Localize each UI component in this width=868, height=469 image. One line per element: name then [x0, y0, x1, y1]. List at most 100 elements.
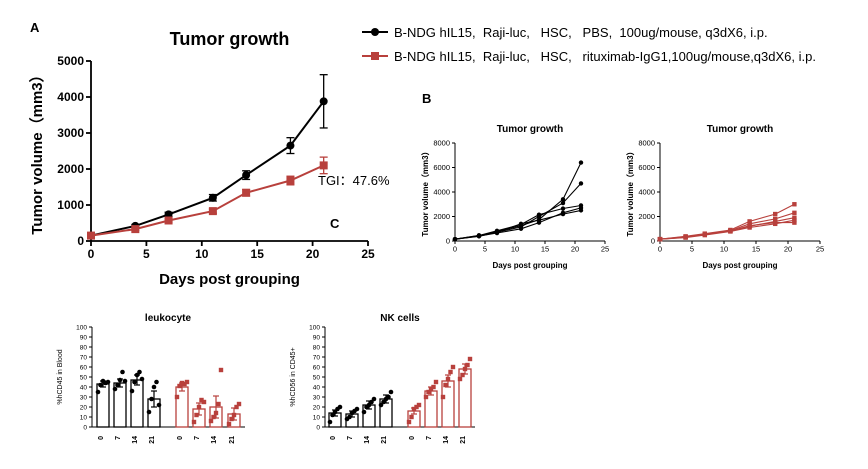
data-point	[773, 216, 778, 222]
data-point	[218, 367, 224, 373]
data-point	[792, 202, 797, 207]
legend-label-pbs: B-NDG hIL15, Raji-luc, HSC, PBS, 100ug/m…	[394, 25, 768, 40]
y-tick-label: 60	[313, 365, 321, 372]
chart-title: Tumor growth	[707, 124, 773, 135]
data-point	[213, 410, 219, 416]
data-point	[773, 211, 778, 217]
y-axis-label: Tumor volume（mm3）	[28, 67, 46, 234]
x-tick-label: 20	[306, 247, 320, 261]
y-tick-label: 90	[80, 335, 88, 342]
data-point	[132, 379, 137, 385]
data-point	[518, 221, 524, 227]
y-tick-label: 10	[80, 415, 88, 422]
data-point	[431, 384, 436, 390]
data-point	[139, 376, 145, 382]
data-point	[216, 401, 221, 407]
data-point	[494, 230, 500, 235]
y-tick-label: 5000	[57, 54, 84, 68]
y-tick-label: 0	[316, 425, 320, 432]
chart-title: Tumor growth	[170, 29, 290, 49]
data-point	[117, 377, 123, 383]
y-axis-label: %hCD45 in Blood	[57, 349, 64, 404]
data-point	[560, 197, 566, 202]
x-tick-label: 0	[330, 436, 337, 440]
y-tick-label: 10	[313, 415, 321, 422]
x-tick-label: 15	[541, 245, 549, 254]
data-point	[560, 211, 566, 217]
data-point	[423, 394, 429, 400]
data-point	[792, 220, 797, 225]
data-point	[361, 409, 367, 415]
data-point	[465, 362, 470, 368]
data-point	[747, 223, 752, 228]
y-tick-label: 2000	[433, 212, 450, 221]
x-tick-label: 14	[364, 436, 371, 444]
y-tick-label: 40	[313, 385, 321, 392]
data-point	[95, 389, 101, 395]
data-point	[236, 401, 242, 407]
y-tick-label: 70	[313, 355, 321, 362]
x-tick-label: 10	[511, 245, 519, 254]
tgi-annotation: TGI：47.6%	[318, 173, 390, 188]
data-point	[337, 404, 343, 410]
y-axis-label: %hCD56 in CD45+	[290, 347, 297, 406]
data-point	[409, 414, 414, 420]
series-line	[90, 100, 325, 237]
x-tick-label: 21	[381, 436, 388, 444]
x-tick-label: 7	[194, 436, 201, 440]
data-point	[208, 193, 217, 202]
data-point	[560, 200, 566, 206]
x-tick-label: 20	[784, 245, 792, 254]
x-tick-label: 10	[195, 247, 209, 261]
x-tick-label: 14	[132, 436, 139, 444]
bar	[175, 386, 189, 428]
data-point	[112, 386, 118, 392]
data-point	[792, 217, 797, 223]
data-point	[433, 379, 439, 385]
legend-marker-rtx	[371, 52, 379, 60]
data-point	[87, 231, 95, 240]
data-point	[98, 382, 103, 388]
data-point	[164, 210, 173, 219]
data-point	[122, 378, 128, 384]
y-tick-label: 1000	[57, 198, 84, 212]
legend-marker-pbs	[371, 28, 379, 36]
y-tick-label: 0	[77, 234, 84, 248]
x-tick-label: 25	[361, 247, 375, 261]
data-point	[440, 394, 446, 400]
x-tick-label: 15	[752, 245, 760, 254]
data-point	[347, 414, 352, 420]
x-tick-label: 0	[88, 247, 95, 261]
y-tick-label: 40	[80, 385, 88, 392]
data-point	[164, 216, 173, 225]
y-tick-label: 30	[313, 395, 321, 402]
data-point	[129, 388, 135, 394]
data-point	[211, 414, 216, 420]
y-tick-label: 70	[80, 355, 88, 362]
data-point	[131, 225, 140, 234]
data-point	[105, 379, 111, 385]
x-tick-label: 7	[347, 436, 354, 440]
y-tick-label: 60	[80, 365, 88, 372]
data-point	[428, 386, 434, 392]
data-point	[411, 406, 417, 412]
x-tick-label: 0	[453, 245, 457, 254]
data-point	[747, 219, 752, 224]
chart-a-tumor-growth-mean: 0 5 10 15 20 25 0 1000 2000 3000 4000 5000 Tumor gro…	[28, 29, 390, 288]
data-point	[154, 379, 159, 385]
data-point	[792, 215, 797, 220]
data-point	[196, 404, 202, 410]
y-tick-label: 6000	[638, 163, 655, 172]
chart-b1-pbs-individual: 0 5 10 15 20 25 0 2000 4000 6000 8000 Tumor growth D…	[420, 124, 609, 270]
data-point	[388, 389, 394, 395]
data-point	[242, 188, 251, 197]
data-point	[286, 141, 295, 150]
data-point	[151, 384, 157, 390]
data-point	[201, 399, 207, 405]
data-point	[452, 236, 458, 242]
data-point	[406, 419, 412, 425]
data-point	[578, 160, 584, 165]
data-point	[177, 383, 182, 389]
